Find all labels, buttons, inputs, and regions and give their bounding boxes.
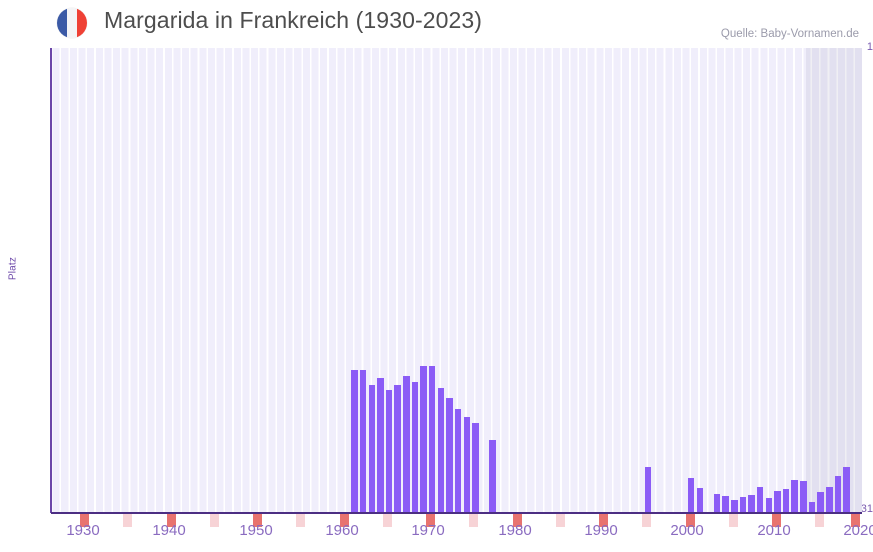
x-tick-mark-major <box>686 514 695 527</box>
bar-2004[interactable] <box>687 478 695 512</box>
x-tick-mark-minor <box>729 514 738 527</box>
x-axis-tick-1980: 1980 <box>498 522 532 539</box>
x-tick-mark-minor <box>383 514 392 527</box>
x-axis-tick-2000: 2000 <box>670 522 704 539</box>
x-tick-mark-major <box>253 514 262 527</box>
bar-2007[interactable] <box>713 494 721 512</box>
x-tick-mark-minor <box>469 514 478 527</box>
bar-1967[interactable] <box>368 385 375 512</box>
bar-2011[interactable] <box>748 495 755 512</box>
bar-1977[interactable] <box>454 409 462 512</box>
x-tick-mark-minor <box>556 514 565 527</box>
x-axis-tick-1960: 1960 <box>325 522 359 539</box>
page-title: Margarida in Frankreich (1930-2023) <box>104 7 483 33</box>
y-axis-tick-top: 1 <box>866 41 873 53</box>
x-tick-mark-minor <box>210 514 219 527</box>
source-credit: Quelle: Baby-Vornamen.de <box>720 28 859 40</box>
bar-2022[interactable] <box>843 467 850 512</box>
recent-years-shading <box>806 48 862 512</box>
bar-2012[interactable] <box>756 487 764 512</box>
x-axis-tick-2020: 2020 <box>843 522 873 539</box>
bar-1969[interactable] <box>385 390 393 512</box>
bar-1975[interactable] <box>437 388 445 512</box>
bar-2014[interactable] <box>774 491 781 512</box>
x-axis-tick-1970: 1970 <box>411 522 445 539</box>
x-axis-tick-band <box>51 514 862 527</box>
bar-1968[interactable] <box>377 378 384 512</box>
x-tick-mark-major <box>80 514 89 527</box>
x-tick-mark-major <box>426 514 435 527</box>
bar-2018[interactable] <box>808 502 816 512</box>
france-flag-icon <box>57 8 87 38</box>
bar-1971[interactable] <box>403 376 410 512</box>
bar-1981[interactable] <box>489 440 496 512</box>
plot-area <box>51 48 862 512</box>
bar-2010[interactable] <box>739 497 747 512</box>
x-axis-tick-1940: 1940 <box>152 522 186 539</box>
bar-2009[interactable] <box>731 500 738 512</box>
x-axis-tick-1950: 1950 <box>239 522 273 539</box>
x-axis-tick-2010: 2010 <box>757 522 791 539</box>
bar-2019[interactable] <box>817 492 824 512</box>
bar-1965[interactable] <box>351 370 358 512</box>
bar-2020[interactable] <box>826 487 833 512</box>
bar-2015[interactable] <box>782 489 790 512</box>
x-axis-tick-1990: 1990 <box>584 522 618 539</box>
x-tick-mark-major <box>851 514 860 527</box>
x-tick-mark-major <box>167 514 176 527</box>
bar-1974[interactable] <box>428 366 436 512</box>
x-tick-mark-minor <box>815 514 824 527</box>
x-tick-mark-major <box>599 514 608 527</box>
bar-1999[interactable] <box>644 467 652 512</box>
bar-2021[interactable] <box>834 476 842 512</box>
x-tick-mark-major <box>772 514 781 527</box>
bar-1973[interactable] <box>420 366 427 512</box>
bar-1972[interactable] <box>411 382 419 512</box>
bar-2013[interactable] <box>765 498 772 512</box>
bar-2005[interactable] <box>696 488 703 512</box>
chart-header: Margarida in Frankreich (1930-2023) Quel… <box>0 0 873 48</box>
x-tick-mark-major <box>340 514 349 527</box>
bar-2017[interactable] <box>800 481 807 512</box>
x-tick-mark-minor <box>296 514 305 527</box>
bar-1978[interactable] <box>463 417 470 512</box>
bar-1979[interactable] <box>472 423 479 512</box>
y-axis-line <box>50 48 52 513</box>
bar-1966[interactable] <box>359 370 367 512</box>
bar-1976[interactable] <box>446 398 453 512</box>
x-tick-mark-minor <box>123 514 132 527</box>
x-tick-mark-major <box>513 514 522 527</box>
bar-1970[interactable] <box>394 385 401 512</box>
y-axis-title: Platz <box>7 256 19 281</box>
x-tick-mark-minor <box>642 514 651 527</box>
bar-2016[interactable] <box>791 480 798 512</box>
x-axis-line <box>51 512 862 514</box>
x-axis-tick-1930: 1930 <box>66 522 100 539</box>
bar-2008[interactable] <box>722 496 729 512</box>
